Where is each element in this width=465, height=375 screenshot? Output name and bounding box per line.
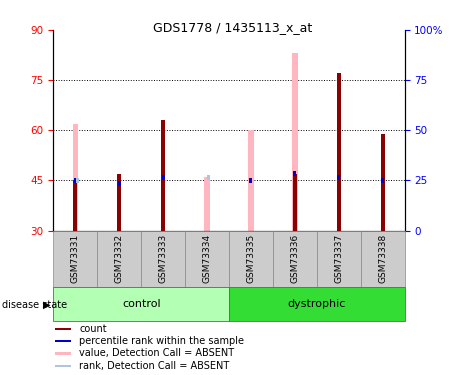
- Text: value, Detection Call = ABSENT: value, Detection Call = ABSENT: [79, 348, 234, 358]
- Text: GSM73335: GSM73335: [246, 234, 255, 284]
- Bar: [317, 231, 361, 287]
- Text: GSM73336: GSM73336: [290, 234, 299, 284]
- Text: GDS1778 / 1435113_x_at: GDS1778 / 1435113_x_at: [153, 21, 312, 34]
- Text: disease state: disease state: [2, 300, 67, 309]
- Bar: [97, 231, 141, 287]
- Text: dystrophic: dystrophic: [287, 299, 346, 309]
- Bar: [293, 174, 297, 231]
- Text: count: count: [79, 324, 107, 334]
- Bar: [55, 328, 71, 330]
- Bar: [293, 171, 296, 176]
- Bar: [55, 352, 71, 355]
- Bar: [53, 231, 97, 287]
- Bar: [73, 124, 78, 231]
- Bar: [361, 231, 405, 287]
- Bar: [141, 231, 185, 287]
- Bar: [229, 287, 405, 321]
- Bar: [229, 231, 273, 287]
- Text: GSM73338: GSM73338: [378, 234, 387, 284]
- Bar: [74, 178, 77, 183]
- Bar: [162, 175, 165, 180]
- Bar: [55, 364, 71, 367]
- Bar: [76, 178, 79, 183]
- Bar: [73, 180, 77, 231]
- Bar: [55, 340, 71, 342]
- Text: GSM73337: GSM73337: [334, 234, 343, 284]
- Bar: [337, 175, 340, 180]
- Bar: [207, 175, 210, 180]
- Text: rank, Detection Call = ABSENT: rank, Detection Call = ABSENT: [79, 361, 230, 371]
- Text: ▶: ▶: [43, 300, 50, 309]
- Bar: [292, 53, 298, 231]
- Bar: [273, 231, 317, 287]
- Bar: [117, 174, 121, 231]
- Text: GSM73331: GSM73331: [71, 234, 80, 284]
- Text: percentile rank within the sample: percentile rank within the sample: [79, 336, 244, 346]
- Bar: [53, 287, 229, 321]
- Bar: [118, 181, 121, 186]
- Bar: [381, 134, 385, 231]
- Text: GSM73334: GSM73334: [203, 234, 212, 284]
- Bar: [185, 231, 229, 287]
- Bar: [381, 178, 384, 183]
- Bar: [204, 177, 210, 231]
- Bar: [249, 178, 252, 183]
- Bar: [337, 74, 341, 231]
- Bar: [248, 130, 254, 231]
- Bar: [161, 120, 165, 231]
- Text: GSM73332: GSM73332: [115, 234, 124, 284]
- Text: control: control: [122, 299, 160, 309]
- Text: GSM73333: GSM73333: [159, 234, 168, 284]
